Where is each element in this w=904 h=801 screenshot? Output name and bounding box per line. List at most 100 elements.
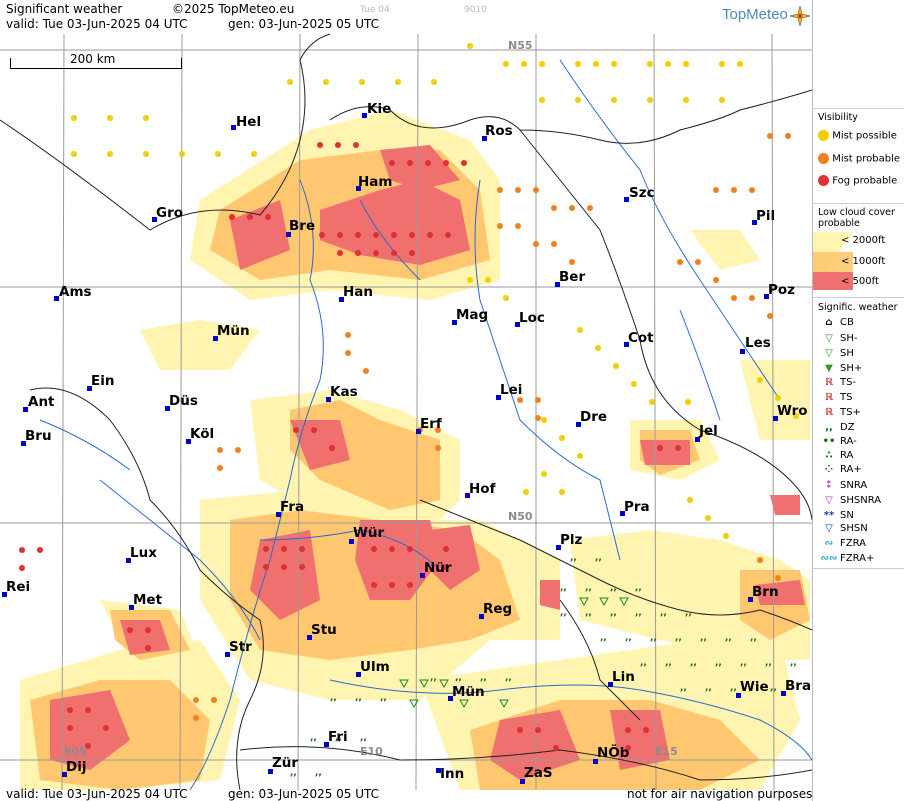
- svg-text:,,: ,,: [355, 693, 362, 703]
- scale-bar: [10, 58, 182, 69]
- rain-light-icon: ••: [822, 436, 836, 447]
- legend-ts-minus: ℝ TS-: [818, 377, 856, 388]
- svg-text:,,: ,,: [480, 673, 487, 683]
- city-mun2: Mün: [448, 684, 485, 701]
- city-lin: Lin: [608, 669, 635, 687]
- city-fri: Fri: [324, 729, 348, 747]
- legend-ts: ℝ TS: [818, 392, 852, 403]
- city-mag: Mag: [452, 307, 488, 325]
- shower-heavy-icon: ▼: [825, 363, 833, 374]
- thunderstorm-heavy-icon: ℝ: [824, 407, 833, 418]
- svg-text:,,: ,,: [335, 733, 342, 743]
- svg-text:,,: ,,: [690, 658, 697, 668]
- drizzle-icon: ,,: [825, 422, 833, 433]
- scale-label: 200 km: [70, 52, 116, 66]
- grid-label-n55: N55: [508, 39, 533, 52]
- legend-ts-plus: ℝ TS+: [818, 407, 861, 418]
- city-dre: Dre: [576, 409, 607, 427]
- city-fra: Fra: [276, 499, 304, 517]
- legend-fzra: ∾ FZRA: [818, 538, 866, 549]
- legend-sh-plus: ▼ SH+: [818, 363, 862, 374]
- svg-text:,,: ,,: [585, 583, 592, 593]
- city-brn: Brn: [748, 584, 779, 602]
- grid-label-e05: E05: [64, 745, 87, 758]
- svg-text:,,: ,,: [610, 583, 617, 593]
- rain-heavy-icon: ⁘: [824, 464, 834, 475]
- city-bru: Bru: [21, 428, 52, 446]
- copyright: ©2025 TopMeteo.eu: [172, 2, 295, 16]
- grid-label-e15: E15: [655, 745, 678, 758]
- legend-ra: ∴ RA: [818, 450, 854, 461]
- legend-dz: ,, DZ: [818, 422, 854, 433]
- legend-fzra-plus: ∾∾ FZRA+: [818, 553, 875, 564]
- city-ulm: Ulm: [356, 659, 390, 677]
- city-han: Han: [339, 284, 373, 302]
- city-loc: Loc: [515, 310, 545, 327]
- svg-text:,,: ,,: [665, 658, 672, 668]
- legend-lc-500: < 500ft: [841, 276, 879, 287]
- city-hof: Hof: [465, 481, 495, 498]
- city-ams: Ams: [54, 284, 92, 301]
- city-kas: Kas: [326, 384, 358, 402]
- city-nur: Nür: [420, 560, 452, 578]
- legend-ra-minus: •• RA-: [818, 436, 857, 447]
- valid-time: valid: Tue 03-Jun-2025 04 UTC: [6, 17, 188, 31]
- svg-text:,,: ,,: [715, 658, 722, 668]
- city-kie: Kie: [362, 101, 391, 118]
- fog-probable-icon: [818, 175, 829, 186]
- thunderstorm-light-icon: ℝ: [824, 377, 833, 388]
- svg-text:,,: ,,: [380, 693, 387, 703]
- city-zur: Zür: [268, 755, 298, 774]
- legend-sh: ▽ SH: [818, 348, 854, 359]
- city-plz: Plz: [556, 532, 582, 550]
- svg-text:,,: ,,: [330, 693, 337, 703]
- rivers: [39, 59, 812, 791]
- svg-text:,,: ,,: [635, 583, 642, 593]
- mist-probable-dots: [193, 133, 791, 721]
- city-wie: Wie: [736, 679, 769, 698]
- city-zas: ZaS: [520, 765, 553, 784]
- faint-code: 9010: [464, 5, 487, 15]
- legend-shsnra: ▽ SHSNRA: [818, 495, 881, 506]
- legend-shsn: ▽ SHSN: [818, 523, 868, 534]
- city-mun: Mün: [213, 323, 250, 341]
- city-nob: NÖb: [593, 745, 629, 764]
- cb-icon: ⌂: [825, 317, 833, 328]
- city-ham: Ham: [356, 174, 393, 191]
- topmeteo-logo: TopMeteo: [722, 6, 788, 23]
- svg-text:,,: ,,: [750, 633, 757, 643]
- legend-visibility-title: Visibility: [818, 112, 858, 123]
- svg-text:,,: ,,: [680, 683, 687, 693]
- city-met: Met: [129, 592, 162, 610]
- city-les: Les: [740, 335, 771, 354]
- svg-text:,,: ,,: [660, 608, 667, 618]
- city-dij: Dij: [62, 759, 86, 777]
- weather-map: ,,,,,,,, ,,,,,,,, ,,,, ,,,,,,,, ,,,,,, ,…: [0, 0, 812, 801]
- mist-probable-icon: [818, 153, 829, 164]
- shower-snow-icon: ▽: [825, 523, 833, 534]
- city-ant: Ant: [23, 394, 55, 412]
- city-str: Str: [225, 639, 252, 657]
- city-wur: Wür: [349, 525, 384, 544]
- borders-coastline: [0, 33, 812, 791]
- fog-dots: [19, 142, 681, 751]
- svg-text:,,: ,,: [585, 608, 592, 618]
- freezing-rain-heavy-icon: ∾∾: [820, 553, 838, 564]
- city-lei: Lei: [496, 382, 522, 400]
- city-ein: Ein: [87, 373, 114, 391]
- city-gro: Gro: [152, 205, 183, 222]
- city-poz: Poz: [764, 282, 795, 299]
- city-jel: Jel: [695, 423, 718, 442]
- svg-text:,,: ,,: [790, 658, 797, 668]
- city-reg: Reg: [479, 601, 512, 619]
- city-erf: Erf: [416, 416, 442, 434]
- svg-text:,,: ,,: [770, 683, 777, 693]
- grid-label-e10: E10: [360, 745, 383, 758]
- city-bre: Bre: [286, 218, 315, 237]
- svg-text:,,: ,,: [705, 683, 712, 693]
- svg-text:,,: ,,: [570, 553, 577, 563]
- svg-text:,,: ,,: [595, 553, 602, 563]
- city-ber: Ber: [555, 269, 585, 287]
- city-stu: Stu: [307, 622, 337, 640]
- svg-text:,,: ,,: [360, 733, 367, 743]
